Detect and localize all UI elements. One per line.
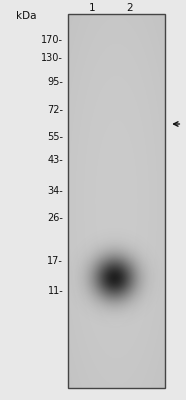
Text: 43-: 43- xyxy=(47,155,63,165)
Text: 72-: 72- xyxy=(47,105,63,115)
Text: kDa: kDa xyxy=(16,11,36,21)
Text: 17-: 17- xyxy=(47,256,63,266)
Text: 95-: 95- xyxy=(47,77,63,87)
Text: 26-: 26- xyxy=(47,213,63,223)
Text: 170-: 170- xyxy=(41,35,63,45)
Text: 11-: 11- xyxy=(47,286,63,296)
Text: 34-: 34- xyxy=(47,186,63,196)
Text: 130-: 130- xyxy=(41,53,63,63)
Text: 1: 1 xyxy=(89,3,95,13)
Text: 55-: 55- xyxy=(47,132,63,142)
Text: 2: 2 xyxy=(126,3,133,13)
